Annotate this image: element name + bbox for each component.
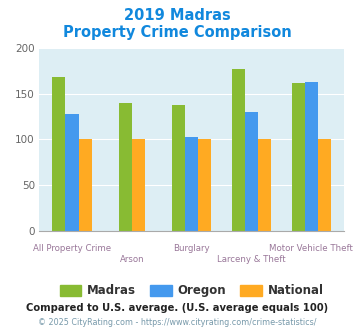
Text: All Property Crime: All Property Crime [33, 244, 111, 253]
Text: Larceny & Theft: Larceny & Theft [217, 255, 286, 264]
Text: Property Crime Comparison: Property Crime Comparison [63, 25, 292, 40]
Bar [185, 137, 198, 231]
Bar [198, 139, 212, 231]
Bar [292, 82, 305, 231]
Text: Arson: Arson [120, 255, 144, 264]
Bar [172, 105, 185, 231]
Legend: Madras, Oregon, National: Madras, Oregon, National [55, 280, 328, 302]
Text: Motor Vehicle Theft: Motor Vehicle Theft [269, 244, 353, 253]
Bar [119, 103, 132, 231]
Text: © 2025 CityRating.com - https://www.cityrating.com/crime-statistics/: © 2025 CityRating.com - https://www.city… [38, 318, 317, 327]
Bar [258, 139, 271, 231]
Bar [232, 69, 245, 231]
Bar [305, 82, 318, 231]
Bar [245, 112, 258, 231]
Bar [78, 139, 92, 231]
Bar [318, 139, 331, 231]
Bar [65, 114, 78, 231]
Bar [132, 139, 145, 231]
Text: 2019 Madras: 2019 Madras [124, 8, 231, 23]
Text: Burglary: Burglary [173, 244, 210, 253]
Text: Compared to U.S. average. (U.S. average equals 100): Compared to U.S. average. (U.S. average … [26, 303, 329, 313]
Bar [52, 77, 65, 231]
